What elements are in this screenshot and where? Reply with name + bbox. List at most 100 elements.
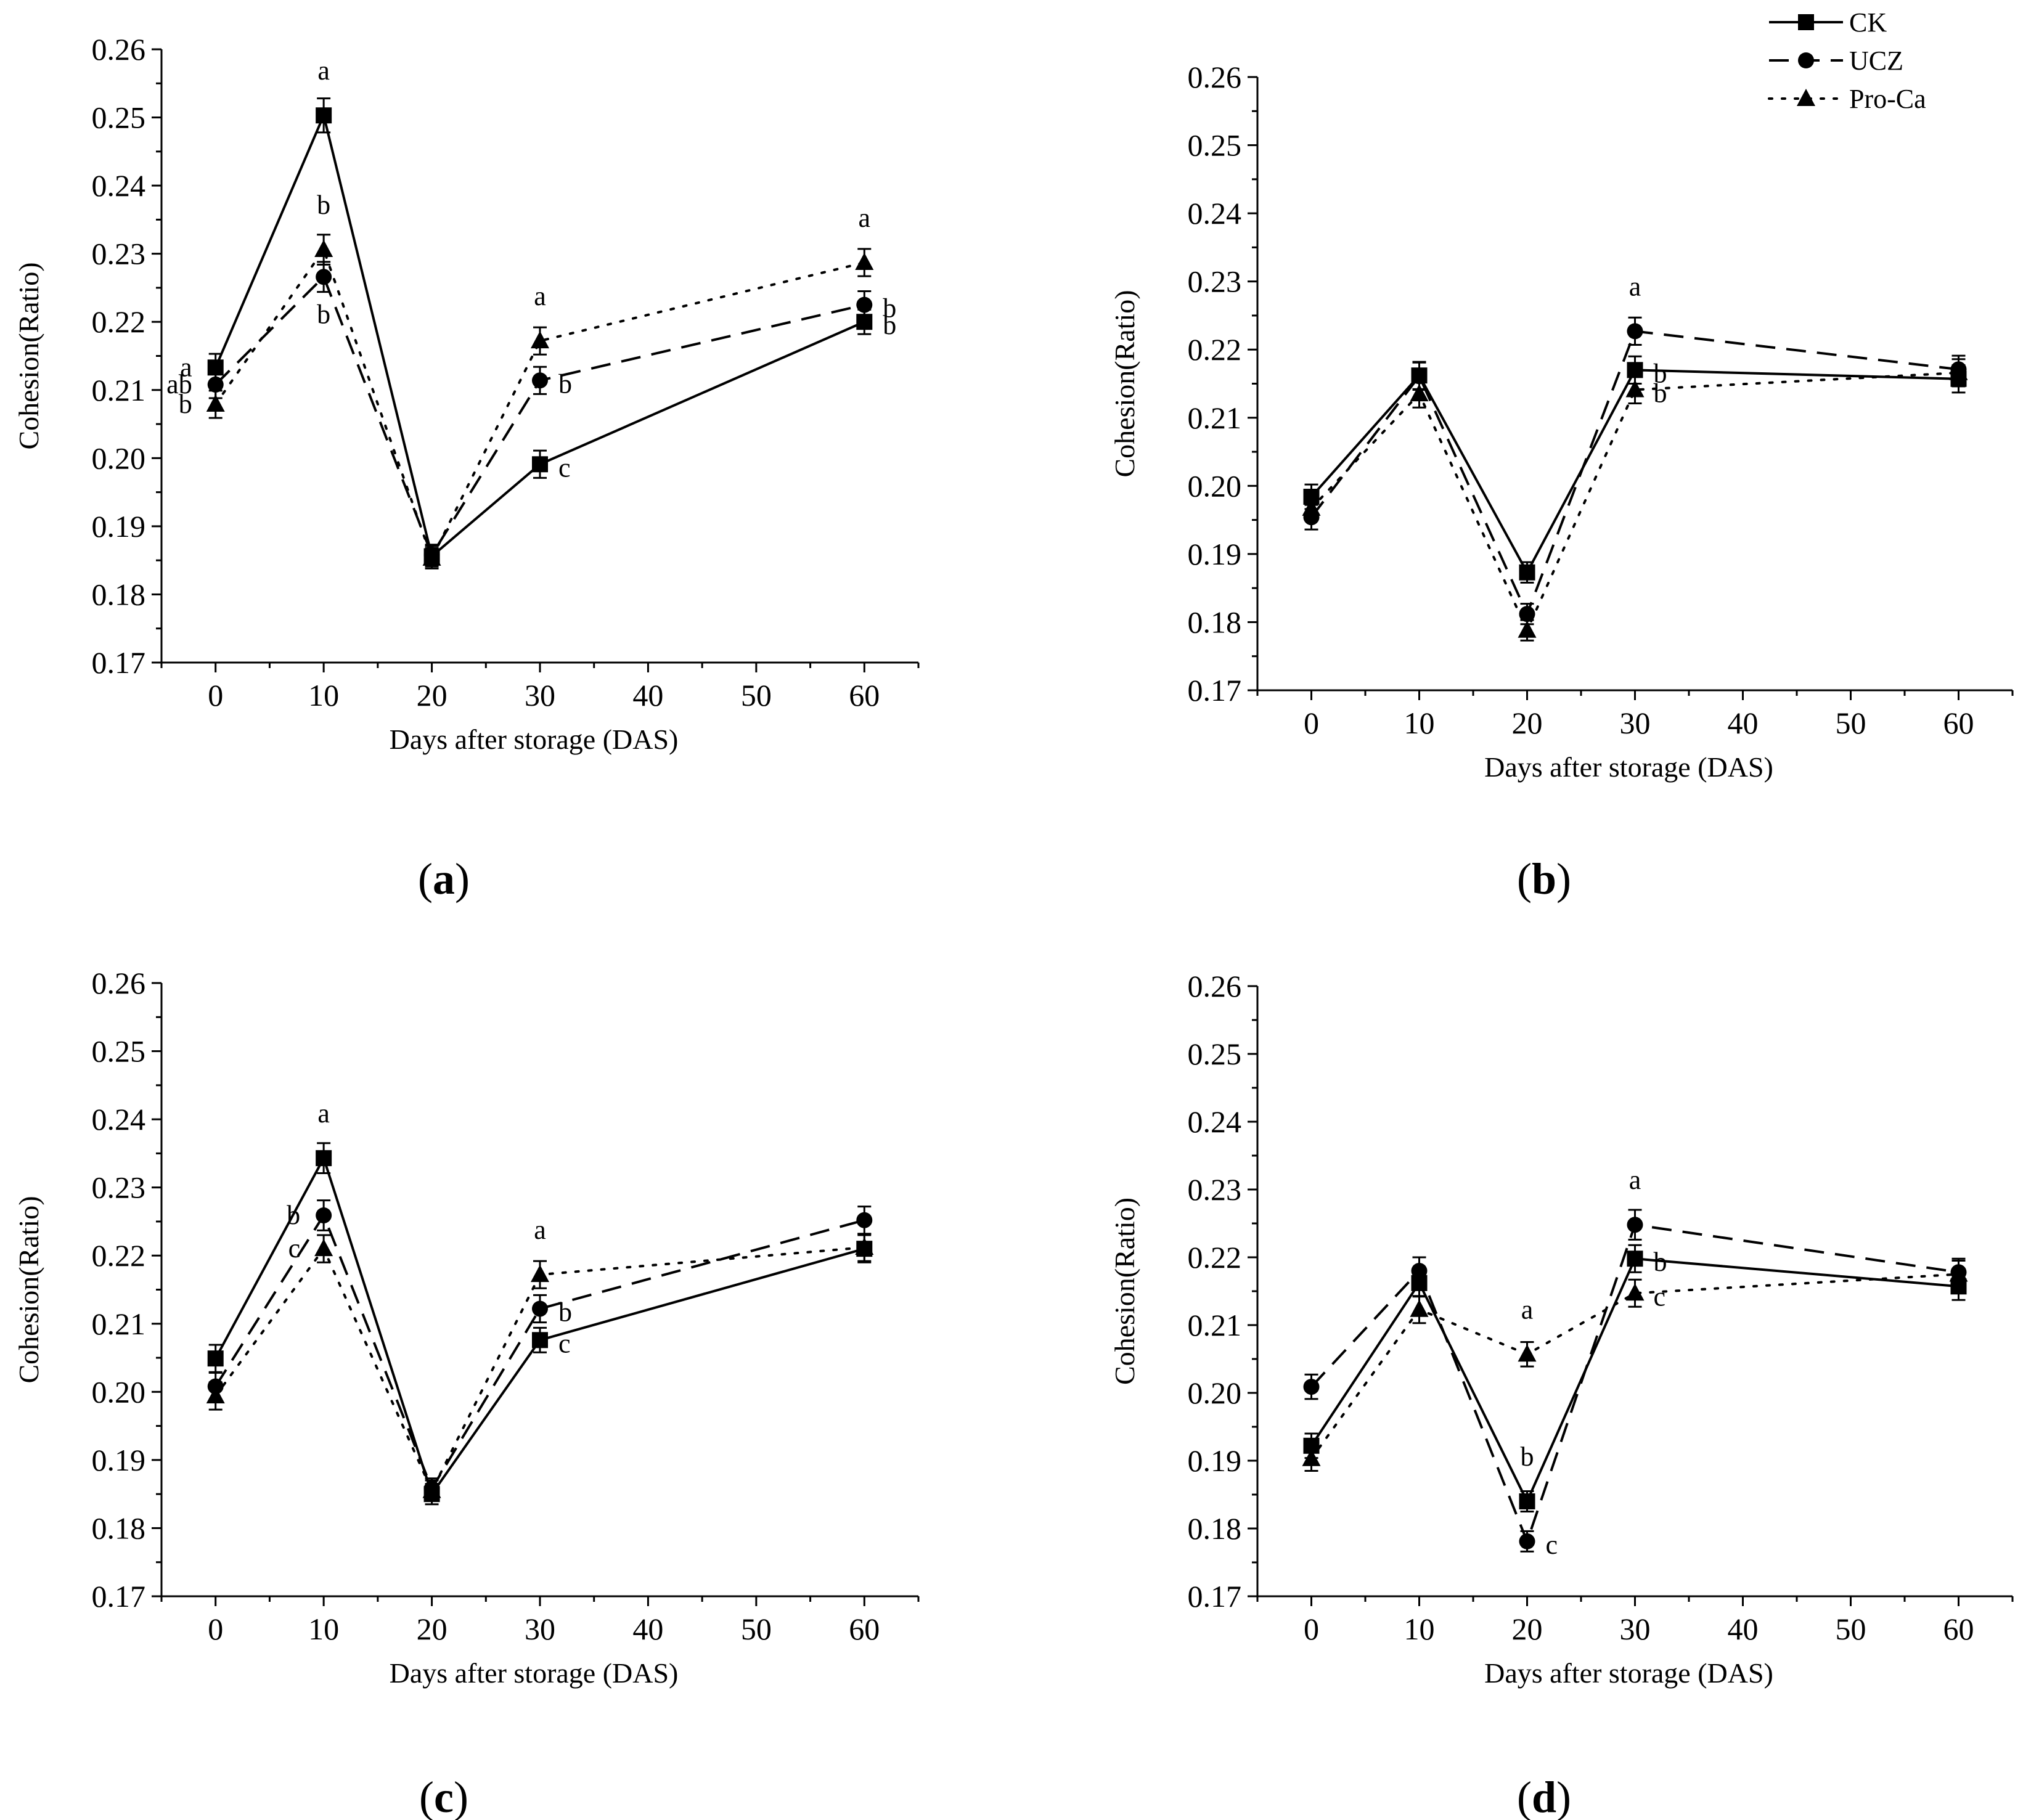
data-point: [1519, 564, 1535, 581]
data-point: [207, 376, 224, 393]
data-point: [856, 296, 873, 313]
y-tick-label: 0.18: [1188, 1511, 1242, 1546]
caption-paren-close: ): [454, 1773, 468, 1820]
data-point: [855, 253, 874, 271]
y-tick-label: 0.25: [1188, 128, 1242, 163]
x-tick-label: 40: [632, 1612, 663, 1646]
x-tick-label: 60: [849, 1612, 880, 1646]
significance-label: b: [558, 1297, 572, 1327]
significance-label: c: [558, 452, 571, 483]
y-tick-label: 0.18: [92, 577, 146, 611]
significance-label: a: [1629, 271, 1641, 301]
y-tick-label: 0.17: [1188, 1579, 1242, 1614]
significance-label: b: [558, 369, 572, 399]
series-line: [214, 248, 866, 560]
significance-label: a: [859, 203, 871, 233]
y-tick-label: 0.17: [92, 645, 146, 680]
y-tick-label: 0.21: [92, 373, 146, 407]
y-tick-label: 0.26: [1188, 969, 1242, 1003]
y-tick-label: 0.26: [92, 966, 146, 1000]
x-tick-label: 20: [417, 1612, 447, 1646]
caption-paren-close: ): [455, 854, 470, 904]
series-pro-ca: [1302, 1260, 1968, 1472]
y-tick-label: 0.19: [1188, 1443, 1242, 1478]
significance-label: b: [1521, 1442, 1534, 1472]
significance-label: b: [1654, 378, 1667, 408]
data-point: [1519, 1533, 1535, 1549]
data-point: [316, 1150, 332, 1167]
panel-caption: (a): [418, 854, 470, 904]
series-pro-ca: [206, 234, 874, 569]
data-point: [422, 548, 441, 566]
significance-label: b: [287, 1200, 300, 1230]
data-point: [1949, 1264, 1968, 1282]
x-tick-label: 40: [632, 678, 663, 712]
significance-label: a: [534, 281, 546, 311]
x-tick-label: 10: [1404, 1612, 1435, 1646]
caption-letter: d: [1532, 1773, 1556, 1820]
panels: 0.17 0.18 0.19 0.20 0.21 0.22 0.23 0.24 0.25 0.26…: [13, 32, 2014, 1820]
y-tick-label: 0.22: [1188, 1240, 1242, 1275]
significance-label: a: [317, 55, 330, 86]
y-tick-label: 0.23: [92, 237, 146, 271]
data-point: [532, 372, 548, 389]
y-tick-label: 0.23: [1188, 264, 1242, 299]
data-point: [1519, 606, 1535, 622]
y-tick-label: 0.17: [92, 1579, 146, 1614]
panel-caption: (d): [1517, 1773, 1571, 1820]
significance-label: a: [534, 1215, 546, 1245]
y-axis-title: Cohesion(Ratio): [13, 262, 44, 449]
y-tick-label: 0.18: [92, 1511, 146, 1545]
data-point: [532, 1300, 548, 1317]
caption-letter: b: [1532, 854, 1556, 904]
data-point: [207, 1350, 224, 1367]
legend-marker: [1798, 14, 1814, 30]
y-tick-label: 0.24: [92, 1102, 146, 1136]
significance-label: a: [1521, 1294, 1534, 1324]
x-tick-label: 40: [1728, 706, 1759, 740]
significance-label: b: [883, 293, 896, 324]
data-point: [1302, 498, 1321, 516]
x-axis-title: Days after storage (DAS): [1484, 1657, 1773, 1689]
caption-paren-open: (: [1517, 854, 1532, 904]
caption-paren-close: ): [1556, 1773, 1571, 1820]
x-tick-label: 30: [1620, 706, 1651, 740]
legend-item-pro-ca: Pro-Ca: [1768, 84, 1926, 114]
chart-panel-c: 0.17 0.18 0.19 0.20 0.21 0.22 0.23 0.24 0.25 0.26…: [13, 966, 920, 1820]
legend-item-ck: CK: [1769, 7, 1887, 38]
y-tick-label: 0.24: [92, 168, 146, 203]
significance-label: a: [180, 352, 192, 382]
data-point: [1411, 1263, 1428, 1279]
data-point: [856, 1212, 873, 1228]
caption-paren-open: (: [1517, 1773, 1532, 1820]
legend: CK UCZ Pro-Ca: [1768, 7, 1926, 114]
significance-label: b: [883, 310, 896, 340]
y-tick-label: 0.26: [1188, 60, 1242, 94]
y-tick-label: 0.24: [1188, 1104, 1242, 1139]
legend-item-ucz: UCZ: [1769, 46, 1903, 76]
data-point: [1518, 1344, 1537, 1362]
data-point: [855, 1237, 874, 1255]
data-point: [531, 1265, 549, 1283]
x-tick-label: 10: [1404, 706, 1435, 740]
y-tick-label: 0.25: [92, 1034, 146, 1069]
y-tick-label: 0.23: [1188, 1172, 1242, 1207]
data-point: [1625, 380, 1645, 398]
significance-label: b: [179, 389, 192, 419]
y-axis-title: Cohesion(Ratio): [13, 1196, 44, 1383]
x-tick-label: 0: [1304, 1612, 1319, 1646]
data-point: [531, 331, 549, 349]
x-tick-label: 60: [1943, 706, 1974, 740]
y-tick-label: 0.21: [1188, 401, 1242, 435]
y-tick-label: 0.24: [1188, 196, 1242, 231]
legend-marker: [1798, 52, 1814, 68]
legend-label: Pro-Ca: [1849, 84, 1926, 114]
caption-paren-open: (: [419, 1773, 434, 1820]
x-tick-label: 10: [308, 1612, 339, 1646]
data-point: [1518, 620, 1537, 638]
x-tick-label: 20: [1512, 1612, 1543, 1646]
x-tick-label: 30: [1620, 1612, 1651, 1646]
data-point: [532, 1332, 548, 1349]
